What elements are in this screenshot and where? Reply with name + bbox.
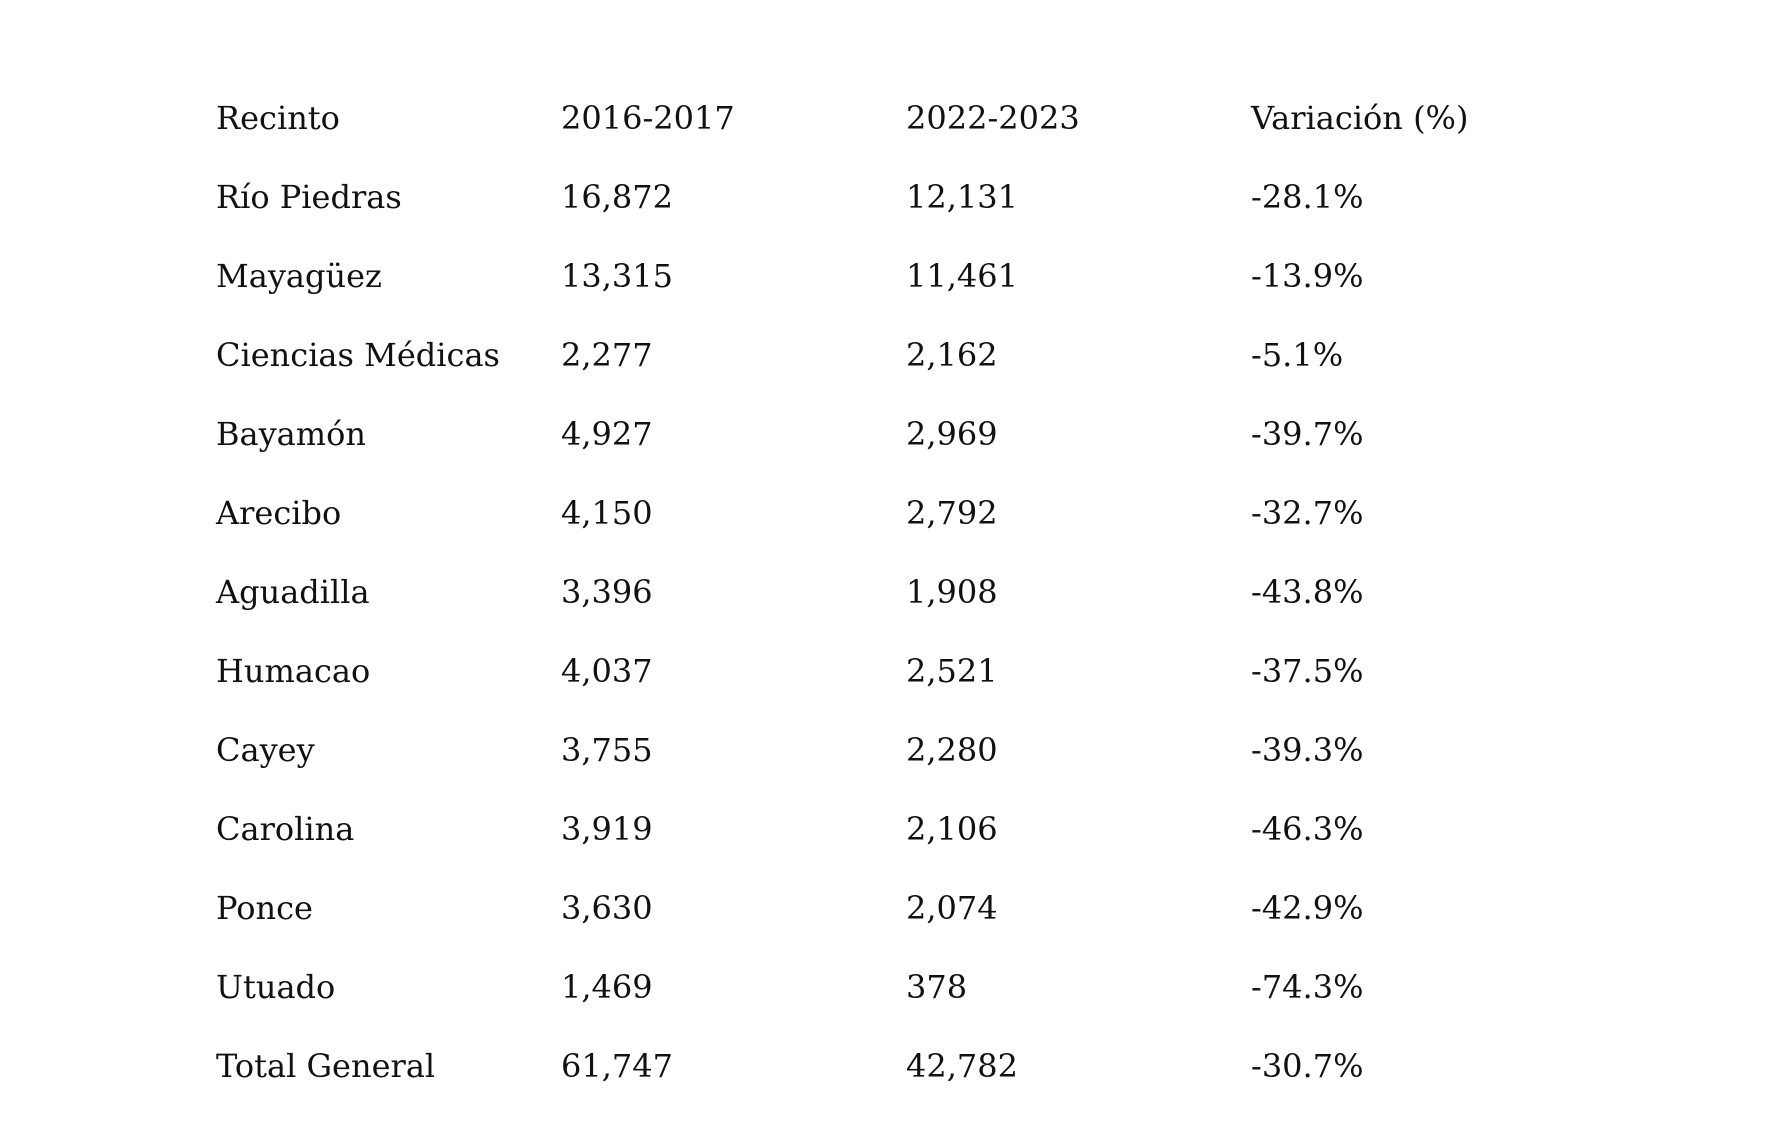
- cell-2022-2023: 11,461: [906, 256, 1018, 295]
- table-row: Humacao 4,037 2,521 -37.5%: [216, 631, 1551, 710]
- table-row: Arecibo 4,150 2,792 -32.7%: [216, 473, 1551, 552]
- cell-variacion: -42.9%: [1251, 888, 1364, 927]
- cell-2016-2017: 3,919: [561, 809, 653, 848]
- cell-2016-2017: 4,037: [561, 651, 653, 690]
- cell-variacion: -39.3%: [1251, 730, 1364, 769]
- cell-2022-2023: 2,280: [906, 730, 998, 769]
- header-row: Recinto 2016-2017 2022-2023 Variación (%…: [216, 78, 1551, 157]
- cell-2022-2023: 2,162: [906, 335, 998, 374]
- cell-variacion: -74.3%: [1251, 967, 1364, 1006]
- table-row: Río Piedras 16,872 12,131 -28.1%: [216, 157, 1551, 236]
- cell-variacion: -32.7%: [1251, 493, 1364, 532]
- table-row: Mayagüez 13,315 11,461 -13.9%: [216, 236, 1551, 315]
- cell-2016-2017: 16,872: [561, 177, 673, 216]
- cell-2022-2023: 2,074: [906, 888, 998, 927]
- cell-2022-2023: 2,969: [906, 414, 998, 453]
- cell-variacion: -46.3%: [1251, 809, 1364, 848]
- table-row: Ponce 3,630 2,074 -42.9%: [216, 868, 1551, 947]
- table-body: Río Piedras 16,872 12,131 -28.1% Mayagüe…: [216, 157, 1551, 1105]
- enrollment-table: Recinto 2016-2017 2022-2023 Variación (%…: [216, 78, 1551, 1105]
- table-row: Carolina 3,919 2,106 -46.3%: [216, 789, 1551, 868]
- cell-recinto: Mayagüez: [216, 256, 382, 295]
- cell-recinto: Carolina: [216, 809, 355, 848]
- cell-variacion: -30.7%: [1251, 1046, 1364, 1085]
- cell-recinto: Bayamón: [216, 414, 366, 453]
- column-header-recinto: Recinto: [216, 98, 340, 137]
- cell-variacion: -28.1%: [1251, 177, 1364, 216]
- cell-2022-2023: 42,782: [906, 1046, 1018, 1085]
- cell-recinto: Total General: [216, 1046, 436, 1085]
- cell-2022-2023: 2,792: [906, 493, 998, 532]
- cell-recinto: Cayey: [216, 730, 315, 769]
- cell-recinto: Ponce: [216, 888, 313, 927]
- cell-variacion: -5.1%: [1251, 335, 1344, 374]
- cell-recinto: Ciencias Médicas: [216, 335, 500, 374]
- cell-2016-2017: 3,396: [561, 572, 653, 611]
- cell-variacion: -39.7%: [1251, 414, 1364, 453]
- table-row: Ciencias Médicas 2,277 2,162 -5.1%: [216, 315, 1551, 394]
- table-header: Recinto 2016-2017 2022-2023 Variación (%…: [216, 78, 1551, 157]
- cell-2022-2023: 2,106: [906, 809, 998, 848]
- table-row: Cayey 3,755 2,280 -39.3%: [216, 710, 1551, 789]
- table-row: Utuado 1,469 378 -74.3%: [216, 947, 1551, 1026]
- cell-variacion: -13.9%: [1251, 256, 1364, 295]
- column-header-2022-2023: 2022-2023: [906, 98, 1080, 137]
- cell-2016-2017: 2,277: [561, 335, 653, 374]
- cell-recinto: Humacao: [216, 651, 371, 690]
- cell-2016-2017: 3,630: [561, 888, 653, 927]
- table-row: Aguadilla 3,396 1,908 -43.8%: [216, 552, 1551, 631]
- cell-2022-2023: 378: [906, 967, 968, 1006]
- cell-2016-2017: 4,927: [561, 414, 653, 453]
- table-row: Bayamón 4,927 2,969 -39.7%: [216, 394, 1551, 473]
- cell-2022-2023: 1,908: [906, 572, 998, 611]
- cell-variacion: -43.8%: [1251, 572, 1364, 611]
- cell-variacion: -37.5%: [1251, 651, 1364, 690]
- cell-2016-2017: 3,755: [561, 730, 653, 769]
- cell-recinto: Arecibo: [216, 493, 342, 532]
- table-row-total: Total General 61,747 42,782 -30.7%: [216, 1026, 1551, 1105]
- cell-2016-2017: 4,150: [561, 493, 653, 532]
- cell-recinto: Río Piedras: [216, 177, 402, 216]
- cell-2022-2023: 2,521: [906, 651, 998, 690]
- column-header-2016-2017: 2016-2017: [561, 98, 735, 137]
- cell-2022-2023: 12,131: [906, 177, 1018, 216]
- cell-2016-2017: 61,747: [561, 1046, 673, 1085]
- cell-2016-2017: 1,469: [561, 967, 653, 1006]
- cell-recinto: Utuado: [216, 967, 336, 1006]
- cell-recinto: Aguadilla: [216, 572, 370, 611]
- column-header-variacion: Variación (%): [1251, 98, 1469, 137]
- cell-2016-2017: 13,315: [561, 256, 673, 295]
